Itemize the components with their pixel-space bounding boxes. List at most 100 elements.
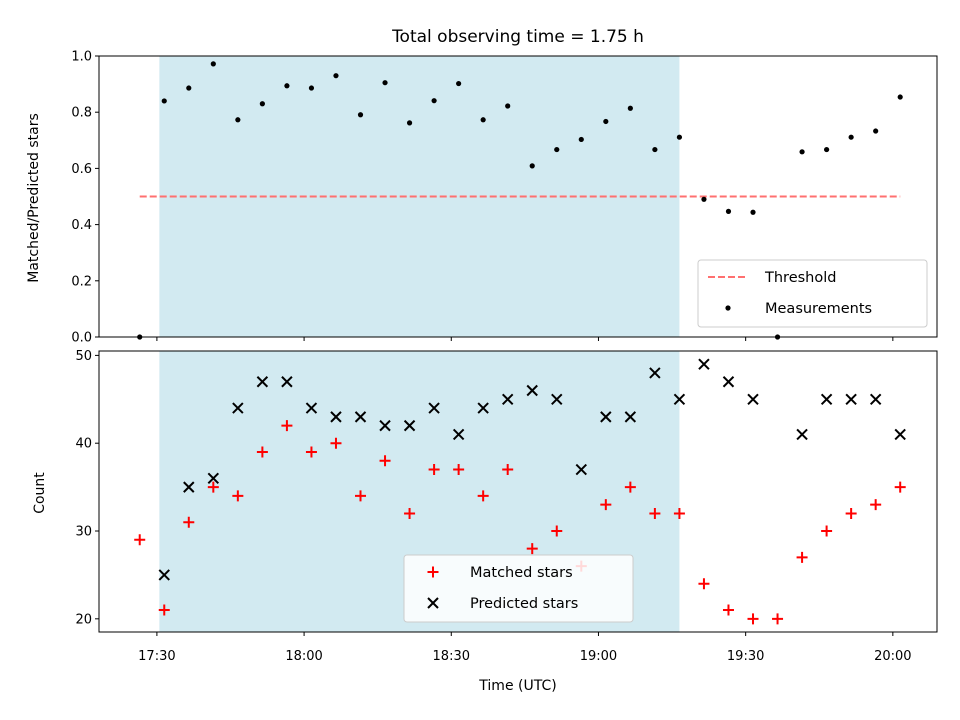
legend-matched-swatch <box>427 566 439 578</box>
predicted-stars-point <box>845 393 857 406</box>
measurement-point <box>357 112 364 118</box>
predicted-stars-point <box>183 481 195 493</box>
xtick-label: 17:30 <box>138 649 175 664</box>
bottom-legend: Matched stars Predicted stars <box>403 554 634 623</box>
measurement-point <box>235 117 241 123</box>
predicted-stars-point <box>526 384 538 397</box>
predicted-stars-point <box>869 393 882 406</box>
matched-stars-point <box>477 490 489 502</box>
measurement-point <box>799 149 805 155</box>
matched-stars-point <box>305 446 317 458</box>
matched-stars-point <box>502 464 514 476</box>
bottom-ytick-label: 40 <box>75 437 92 452</box>
predicted-stars-point <box>698 358 710 370</box>
measurement-point <box>578 136 584 143</box>
predicted-stars-point <box>722 376 735 388</box>
bottom-ytick-label: 50 <box>75 349 92 364</box>
predicted-stars-point <box>649 367 661 379</box>
top-ytick-label: 0.8 <box>71 106 92 121</box>
measurement-point <box>750 209 756 215</box>
measurement-point <box>505 103 511 109</box>
top-ytick-label: 0.2 <box>71 274 92 289</box>
matched-stars-point <box>870 499 882 511</box>
matched-stars-point <box>747 613 759 625</box>
matched-stars-point <box>404 507 416 519</box>
matched-stars-point <box>526 543 538 555</box>
bottom-ytick-label: 30 <box>75 525 92 540</box>
predicted-stars-point <box>207 472 220 485</box>
matched-stars-point <box>673 507 685 519</box>
legend-threshold-label: Threshold <box>764 270 836 286</box>
matched-stars-point <box>649 507 661 519</box>
bottom-legend-box <box>403 554 634 623</box>
measurement-point <box>725 208 732 214</box>
legend-predicted-swatch <box>427 597 439 609</box>
matched-stars-point <box>796 551 808 563</box>
measurement-point <box>210 61 216 67</box>
bottom-panel: 20 30 40 50 17:30 18:00 18:30 19:00 19:30 20:00 Ma… <box>75 349 938 664</box>
predicted-stars-point <box>894 428 906 441</box>
matched-stars-point <box>256 446 268 458</box>
matched-stars-point <box>134 534 146 546</box>
predicted-stars-point <box>232 402 244 414</box>
measurement-point <box>308 85 315 91</box>
predicted-stars-point <box>379 419 391 432</box>
predicted-stars-point <box>256 376 269 388</box>
measurement-point <box>627 105 633 111</box>
matched-stars-point <box>845 507 857 519</box>
predicted-stars-point <box>501 393 514 406</box>
measurement-point <box>701 196 707 202</box>
measurement-point <box>284 83 290 89</box>
predicted-stars-point <box>796 428 808 441</box>
measurement-point <box>186 85 192 91</box>
predicted-stars-point <box>403 419 416 432</box>
predicted-stars-point <box>600 411 612 423</box>
legend-measurements-swatch <box>725 305 731 311</box>
top-ytick-label: 1.0 <box>71 50 92 65</box>
predicted-stars-point <box>820 393 833 406</box>
measurement-point <box>554 146 560 153</box>
matched-stars-point <box>207 481 219 493</box>
matched-stars-point <box>355 490 367 502</box>
top-ytick-label: 0.0 <box>71 331 92 346</box>
measurement-point <box>873 128 879 134</box>
xtick-label: 18:00 <box>285 649 322 664</box>
xtick-label: 18:30 <box>433 649 470 664</box>
chart-title: Total observing time = 1.75 h <box>391 27 644 47</box>
measurement-point <box>406 120 413 126</box>
bottom-ytick-label: 20 <box>75 612 92 627</box>
predicted-stars-point <box>428 402 440 414</box>
predicted-stars-point <box>354 411 367 423</box>
measurement-point <box>603 118 609 125</box>
measurement-point <box>161 98 167 104</box>
top-ytick-label: 0.6 <box>71 162 92 177</box>
xtick-label: 19:30 <box>727 649 764 664</box>
measurement-point <box>382 80 388 86</box>
measurement-point <box>431 98 437 104</box>
legend-measurements-label: Measurements <box>765 301 872 317</box>
xtick-label: 19:00 <box>580 649 617 664</box>
top-legend-box <box>697 259 928 328</box>
predicted-stars-point <box>673 393 686 406</box>
matched-stars-point <box>894 481 906 493</box>
measurement-point <box>652 146 658 153</box>
top-panel: 0.0 0.2 0.4 0.6 0.8 1.0 Threshold Measurements <box>71 50 938 346</box>
measurement-point <box>529 163 535 169</box>
bottom-ylabel: Count <box>32 472 48 514</box>
matched-stars-point <box>330 437 342 449</box>
matched-stars-point <box>232 490 244 502</box>
bottom-frame <box>98 350 938 633</box>
predicted-stars-point <box>551 393 563 406</box>
measurement-point <box>848 134 854 140</box>
top-ylabel: Matched/Predicted stars <box>26 113 42 283</box>
matched-stars-point <box>183 516 195 528</box>
matched-stars-point <box>821 525 833 537</box>
matched-stars-point <box>158 604 170 616</box>
matched-stars-point <box>722 604 734 616</box>
matched-stars-point <box>281 420 293 432</box>
top-frame <box>98 55 938 338</box>
predicted-stars-point <box>477 402 489 414</box>
matched-stars-point <box>428 464 440 476</box>
top-ytick-label: 0.4 <box>71 218 92 233</box>
